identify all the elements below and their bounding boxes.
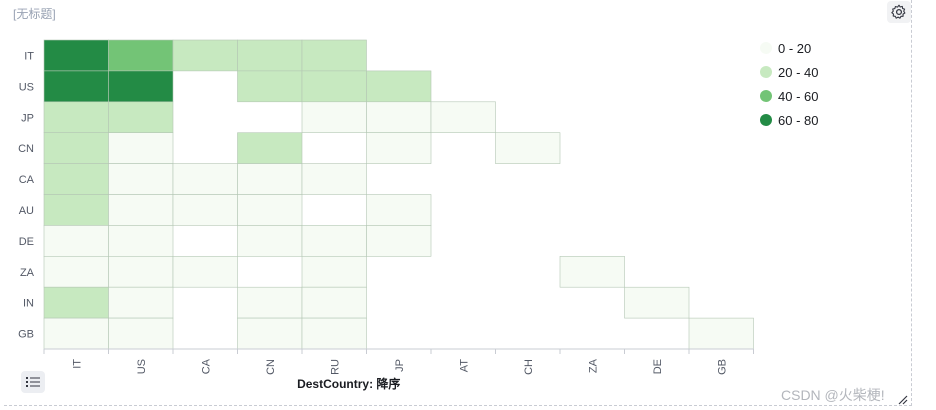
heatmap-cell[interactable]	[43, 255, 109, 288]
resize-handle-icon[interactable]	[898, 395, 908, 405]
x-tick-label: CN	[265, 359, 277, 375]
heatmap-cell[interactable]	[237, 70, 303, 103]
heatmap-cell[interactable]	[301, 39, 367, 72]
legend-toggle-button[interactable]	[21, 371, 45, 393]
heatmap-cell[interactable]	[108, 317, 174, 350]
legend-label: 20 - 40	[778, 64, 819, 80]
heatmap-cell[interactable]	[366, 70, 432, 103]
heatmap-cell[interactable]	[495, 132, 561, 164]
heatmap-cell[interactable]	[301, 225, 367, 257]
heatmap-cell[interactable]	[43, 286, 109, 319]
heatmap-cell[interactable]	[108, 225, 174, 257]
heatmap-cell[interactable]	[108, 286, 174, 319]
x-tick-label: JP	[394, 359, 406, 372]
heatmap-cell[interactable]	[688, 317, 754, 350]
heatmap-cell[interactable]	[237, 39, 303, 72]
heatmap-cell[interactable]	[172, 255, 238, 288]
heatmap-cell[interactable]	[559, 255, 625, 288]
x-tick-label: AT	[458, 359, 470, 373]
heatmap-cell[interactable]	[237, 286, 303, 319]
heatmap-cell[interactable]	[108, 132, 174, 164]
heatmap-cell[interactable]	[237, 132, 303, 164]
heatmap-cell[interactable]	[43, 194, 109, 226]
y-tick-label: JP	[21, 112, 34, 124]
y-tick-label: AU	[19, 205, 34, 217]
heatmap-cell[interactable]	[301, 163, 367, 195]
x-tick-label: IT	[71, 359, 83, 369]
x-tick-label: CA	[200, 358, 212, 374]
heatmap-cell[interactable]	[430, 101, 496, 134]
y-tick-label: ZA	[20, 267, 35, 279]
y-tick-label: IT	[24, 50, 34, 62]
legend-label: 0 - 20	[778, 40, 812, 56]
heatmap-cell[interactable]	[301, 70, 367, 103]
heatmap-cell[interactable]	[301, 101, 367, 134]
legend-label: 60 - 80	[778, 112, 819, 128]
legend-label: 40 - 60	[778, 88, 819, 104]
heatmap-cell[interactable]	[108, 101, 174, 134]
heatmap-cell[interactable]	[366, 101, 432, 134]
heatmap-cell[interactable]	[108, 255, 174, 288]
panel-title: [无标题]	[13, 7, 56, 21]
heatmap-cell[interactable]	[301, 286, 367, 319]
legend-swatch	[760, 90, 772, 102]
heatmap-cell[interactable]	[43, 70, 109, 103]
gear-icon	[891, 4, 906, 19]
heatmap-cell[interactable]	[43, 39, 109, 72]
legend-item[interactable]: 60 - 80	[760, 108, 818, 132]
heatmap-cell[interactable]	[43, 163, 109, 195]
heatmap-cell[interactable]	[43, 317, 109, 350]
chart-legend: 0 - 20 20 - 40 40 - 60 60 - 80	[760, 36, 818, 132]
y-tick-label: IN	[23, 298, 34, 310]
legend-item[interactable]: 20 - 40	[760, 60, 818, 84]
watermark: CSDN @火柴梗!	[781, 387, 885, 403]
legend-swatch	[760, 42, 772, 54]
heatmap-cell[interactable]	[172, 163, 238, 195]
heatmap-cell[interactable]	[301, 255, 367, 288]
heatmap-cell[interactable]	[237, 225, 303, 257]
heatmap-cell[interactable]	[237, 163, 303, 195]
visualization-panel: [无标题]	[4, 0, 912, 406]
legend-item[interactable]: 0 - 20	[760, 36, 818, 60]
heatmap-cell[interactable]	[108, 194, 174, 226]
heatmap-cell[interactable]	[366, 132, 432, 164]
heatmap-cell[interactable]	[43, 225, 109, 257]
y-tick-label: CA	[19, 174, 35, 186]
heatmap-cell[interactable]	[43, 101, 109, 134]
heatmap-cell[interactable]	[43, 132, 109, 164]
legend-swatch	[760, 114, 772, 126]
legend-swatch	[760, 66, 772, 78]
y-tick-label: DE	[19, 236, 34, 248]
y-tick-label: US	[19, 81, 34, 93]
heatmap-cell[interactable]	[237, 317, 303, 350]
x-axis-title: DestCountry: 降序	[297, 376, 400, 391]
heatmap-cell[interactable]	[301, 317, 367, 350]
heatmap-cell[interactable]	[366, 225, 432, 257]
y-tick-label: CN	[18, 143, 34, 155]
heatmap-cell[interactable]	[108, 163, 174, 195]
heatmap-cell[interactable]	[108, 70, 174, 103]
x-tick-label: DE	[652, 359, 664, 374]
x-tick-label: ZA	[587, 358, 599, 373]
heatmap-cell[interactable]	[624, 286, 690, 319]
heatmap-cell[interactable]	[108, 39, 174, 72]
x-tick-label: GB	[716, 359, 728, 375]
list-icon	[26, 377, 40, 387]
legend-item[interactable]: 40 - 60	[760, 84, 818, 108]
panel-options-button[interactable]	[887, 1, 911, 23]
x-tick-label: US	[136, 359, 148, 374]
x-tick-label: RU	[329, 359, 341, 375]
heatmap-cell[interactable]	[172, 194, 238, 226]
heatmap-cell[interactable]	[366, 194, 432, 226]
heatmap-cell[interactable]	[172, 39, 238, 72]
y-tick-label: GB	[18, 329, 34, 341]
x-tick-label: CH	[523, 359, 535, 375]
heatmap-cell[interactable]	[237, 194, 303, 226]
